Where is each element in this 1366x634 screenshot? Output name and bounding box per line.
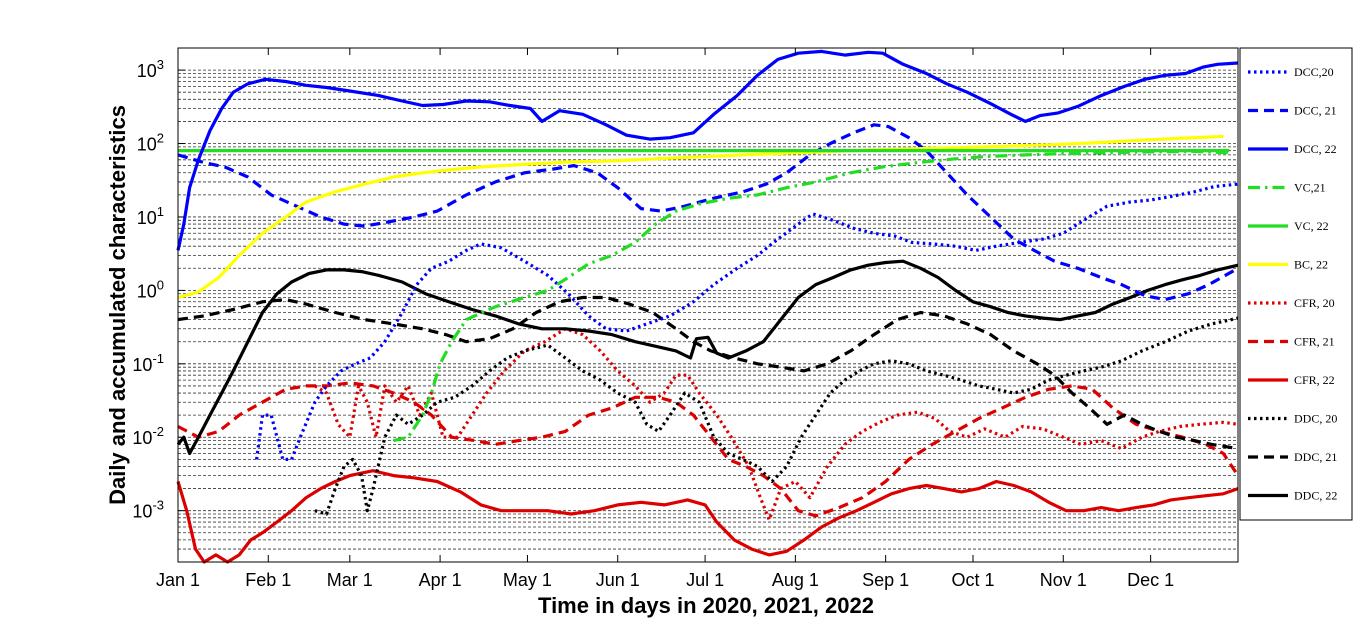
series-line-cfr-20 [314,327,1239,522]
x-tick-label: Dec 1 [1127,570,1174,590]
y-axis-title: Daily and accumulated characteristics [105,105,130,505]
y-tick-label: 102 [137,131,164,155]
plot-series [176,49,1240,564]
legend-label: DCC, 22 [1294,142,1337,156]
x-tick-label: Apr 1 [419,570,462,590]
y-tick-label: 10-1 [132,351,164,375]
x-tick-label: Jun 1 [596,570,640,590]
y-tick-label: 10-3 [132,498,164,522]
series-line-cfr-22 [176,469,1239,564]
y-axis-ticks: 10-3 10-2 10-1 100 101 102 103 [132,57,185,522]
series-line-ddc-22 [176,259,1239,456]
legend-box [1239,47,1353,521]
legend-label: CFR, 20 [1294,296,1335,310]
grid [178,47,1238,563]
series-line-dcc-22 [176,49,1239,251]
legend-label: CFR, 21 [1294,335,1335,349]
x-tick-label: Aug 1 [772,570,819,590]
series-line-bc-22 [177,134,1224,300]
plot-frame [177,47,1239,563]
legend-label: DCC,20 [1294,65,1334,79]
series-line-cfr-21 [177,381,1240,518]
x-tick-label: Jan 1 [156,570,200,590]
legend-label: CFR, 22 [1294,373,1335,387]
legend-label: DDC, 20 [1294,412,1337,426]
legend-label: VC, 22 [1294,219,1329,233]
x-tick-label: Jul 1 [686,570,724,590]
series-line-dcc-21 [177,123,1239,302]
legend-label: VC,21 [1294,181,1326,195]
legend-label: DDC, 21 [1294,450,1337,464]
x-axis-ticks: Jan 1 Feb 1 Mar 1 Apr 1 May 1 Jun 1 Jul 1 Aug 1… [156,48,1174,590]
x-tick-label: Sep 1 [862,570,909,590]
y-tick-label: 101 [137,204,164,228]
x-axis-title: Time in days in 2020, 2021, 2022 [538,593,874,618]
series-line-vc-21 [393,149,1230,443]
series-line-ddc-20 [314,316,1239,516]
x-tick-label: Feb 1 [245,570,291,590]
legend-label: DDC, 22 [1294,489,1337,503]
x-tick-label: Oct 1 [951,570,994,590]
x-tick-label: May 1 [503,570,552,590]
y-tick-label: 103 [137,57,164,81]
series-line-dcc-20 [255,182,1239,461]
y-tick-label: 100 [137,277,164,301]
x-tick-label: Mar 1 [327,570,373,590]
legend-label: DCC, 21 [1294,104,1337,118]
series-line-ddc-21 [177,295,1239,451]
x-tick-label: Nov 1 [1040,570,1087,590]
y-tick-label: 10-2 [132,424,164,448]
legend-label: BC, 22 [1294,258,1328,272]
legend: DCC,20 DCC, 21 DCC, 22 VC,21 VC, 22 BC, 22 CFR… [1239,47,1353,521]
